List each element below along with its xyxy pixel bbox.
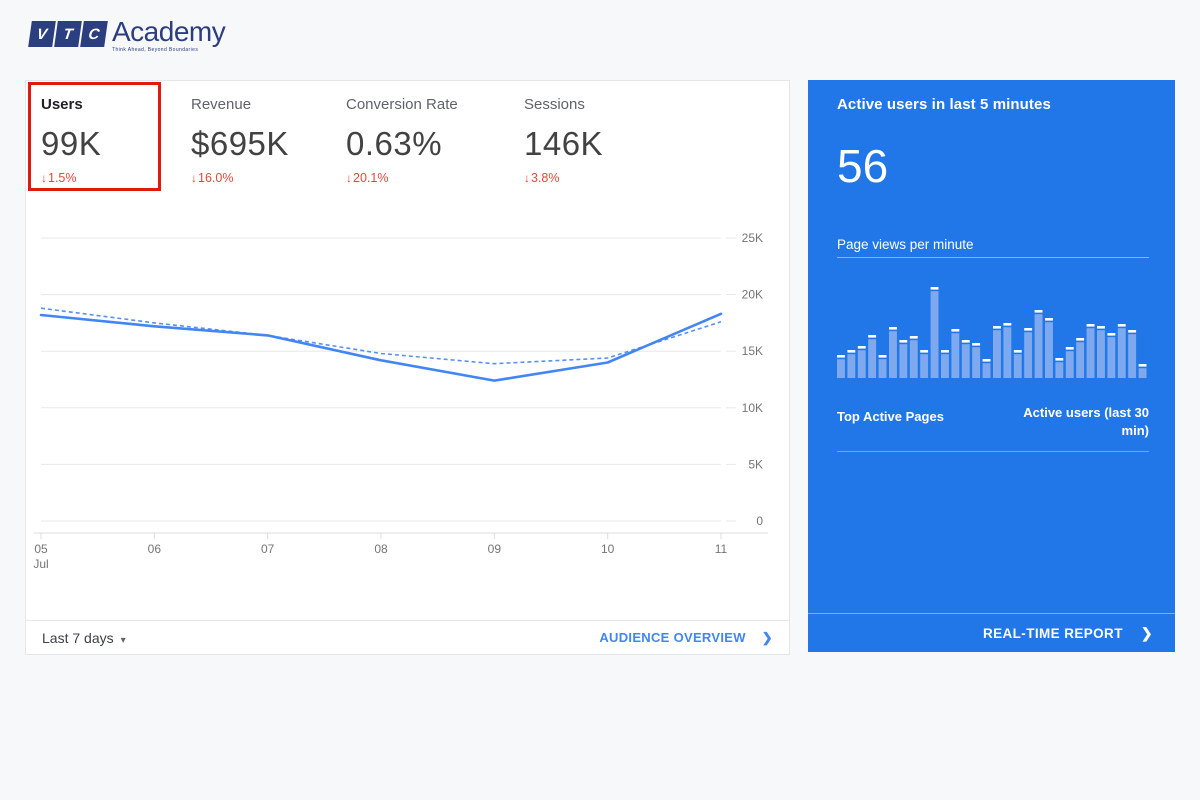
realtime-title: Active users in last 5 minutes <box>837 96 1051 113</box>
pageviews-section-label: Page views per minute <box>837 237 974 252</box>
svg-text:15K: 15K <box>742 344 763 358</box>
svg-text:Jul: Jul <box>33 557 48 571</box>
scorecard-value: 146K <box>524 125 604 162</box>
scorecards-row: Users 99K ↓1.5% Revenue $695K ↓16.0% Con… <box>26 81 789 185</box>
logo-name: Academy <box>112 16 226 47</box>
analytics-overview-card: Users 99K ↓1.5% Revenue $695K ↓16.0% Con… <box>25 80 790 655</box>
date-range-selector[interactable]: Last 7 days ▾ <box>42 630 126 646</box>
date-range-label: Last 7 days <box>42 629 114 646</box>
realtime-panel: Active users in last 5 minutes 56 Page v… <box>808 80 1175 652</box>
logo-letter-boxes: V T C <box>28 21 108 47</box>
scorecard-label: Sessions <box>524 96 585 113</box>
scorecard-change: ↓1.5% <box>41 171 77 185</box>
audience-overview-link[interactable]: AUDIENCE OVERVIEW ❯ <box>599 630 773 646</box>
chevron-right-icon: ❯ <box>1140 624 1153 641</box>
scorecard-value: 99K <box>41 125 102 162</box>
svg-text:5K: 5K <box>748 457 763 471</box>
logo-box-v: V <box>28 21 56 47</box>
divider <box>837 257 1149 258</box>
scorecard-change: ↓16.0% <box>191 171 234 185</box>
down-arrow-icon: ↓ <box>41 171 47 185</box>
scorecard-conversion-rate[interactable]: Conversion Rate 0.63% ↓20.1% <box>346 94 524 185</box>
logo-tagline: Think Ahead, Beyond Boundaries <box>112 47 199 53</box>
chevron-right-icon: ❯ <box>761 629 773 645</box>
svg-text:10: 10 <box>601 542 615 556</box>
svg-text:20K: 20K <box>742 288 763 302</box>
scorecard-change: ↓20.1% <box>346 171 389 185</box>
users-trend-chart-area[interactable]: 25K 20K 15K 10K 5K 0 05 Jul 06 07 08 09 10 11 <box>26 231 791 576</box>
svg-text:11: 11 <box>715 542 728 556</box>
active-users-count: 56 <box>837 140 889 192</box>
scorecard-value: 0.63% <box>346 125 443 162</box>
logo-box-t: T <box>54 21 82 47</box>
svg-text:0: 0 <box>756 514 763 528</box>
realtime-table-header: Top Active Pages Active users (last 30 m… <box>837 404 1149 439</box>
realtime-panel-footer: REAL-TIME REPORT ❯ <box>808 613 1175 652</box>
logo-box-c: C <box>80 21 108 47</box>
down-arrow-icon: ↓ <box>346 171 352 185</box>
vtc-academy-logo: V T C Academy Think Ahead, Beyond Bounda… <box>28 16 226 53</box>
caret-down-icon: ▾ <box>120 634 126 646</box>
svg-text:10K: 10K <box>742 401 763 415</box>
scorecard-label: Revenue <box>191 96 252 113</box>
svg-text:08: 08 <box>374 542 388 556</box>
active-users-30min-header: Active users (last 30 min) <box>1023 405 1149 438</box>
analytics-card-footer: Last 7 days ▾ AUDIENCE OVERVIEW ❯ <box>26 620 789 654</box>
scorecard-users[interactable]: Users 99K ↓1.5% <box>41 94 191 185</box>
audience-overview-label: AUDIENCE OVERVIEW <box>599 630 746 645</box>
scorecard-value: $695K <box>191 125 289 162</box>
realtime-report-link[interactable]: REAL-TIME REPORT ❯ <box>983 625 1153 642</box>
pageviews-bar-chart[interactable] <box>837 266 1149 379</box>
svg-text:09: 09 <box>488 542 502 556</box>
scorecard-change: ↓3.8% <box>524 171 560 185</box>
scorecard-label: Users <box>41 96 83 113</box>
scorecard-sessions[interactable]: Sessions 146K ↓3.8% <box>524 94 664 185</box>
realtime-report-label: REAL-TIME REPORT <box>982 625 1123 641</box>
svg-text:06: 06 <box>148 542 162 556</box>
divider <box>837 451 1149 453</box>
scorecard-label: Conversion Rate <box>346 96 458 113</box>
top-active-pages-header: Top Active Pages <box>837 409 944 424</box>
svg-text:05: 05 <box>34 542 48 556</box>
down-arrow-icon: ↓ <box>524 171 530 185</box>
svg-text:07: 07 <box>261 542 275 556</box>
scorecard-revenue[interactable]: Revenue $695K ↓16.0% <box>191 94 346 185</box>
down-arrow-icon: ↓ <box>191 171 197 185</box>
svg-text:25K: 25K <box>742 231 763 245</box>
